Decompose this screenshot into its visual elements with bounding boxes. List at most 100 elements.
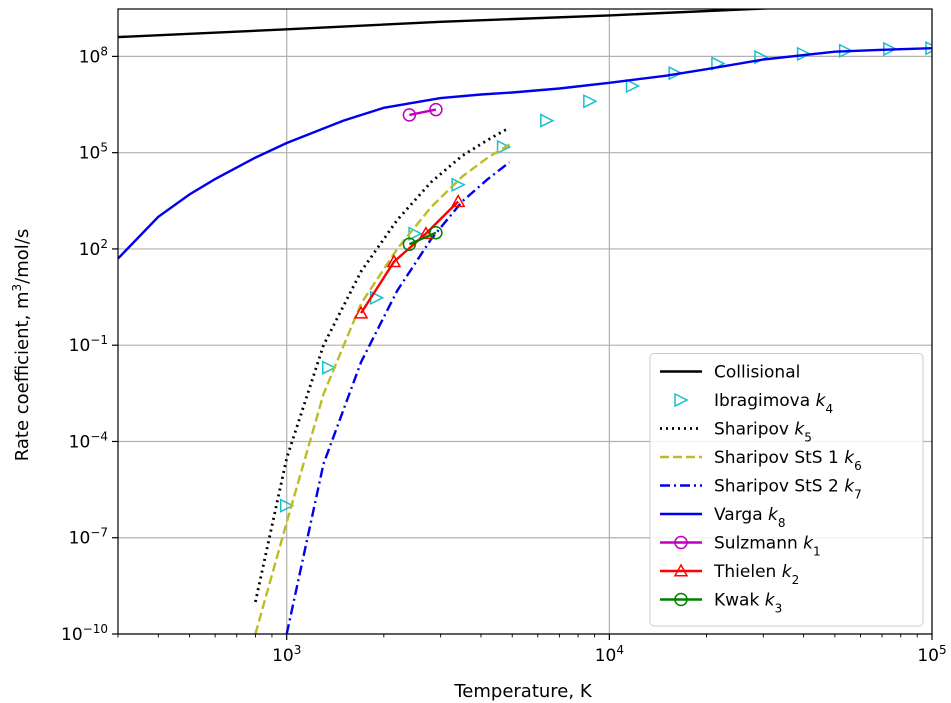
marker-triangle-right — [279, 498, 295, 513]
legend-label-name: Varga — [714, 505, 768, 525]
legend-label: Sharipov StS 1 k6 — [714, 448, 862, 473]
y-tick-label: 10−10 — [61, 622, 108, 645]
legend-label-k: k — [768, 505, 779, 525]
marker-triangle-right — [668, 65, 683, 81]
series-kwak-3 — [402, 225, 443, 251]
legend-label-k: k — [816, 391, 827, 411]
legend-label-name: Kwak — [714, 591, 765, 611]
marker-triangle-up — [386, 254, 402, 268]
marker-triangle-right — [674, 392, 689, 408]
legend-label: Kwak k3 — [714, 591, 782, 616]
y-tick-base: 10 — [69, 432, 91, 452]
marker-circle — [429, 225, 443, 240]
legend-label-name: Sharipov StS 1 — [714, 448, 844, 468]
legend-label: Sulzmann k1 — [714, 534, 821, 559]
marker-triangle-up — [353, 305, 369, 319]
x-tick-base: 10 — [272, 646, 294, 666]
series-sulzmann-1 — [402, 102, 443, 122]
x-tick-base: 10 — [595, 646, 617, 666]
y-tick-exp: −10 — [83, 622, 108, 636]
y-axis-label: Rate coefficient, m3/mol/s — [10, 229, 33, 462]
x-axis-ticks: 103 104 105 — [117, 634, 947, 666]
legend-label-sub: 8 — [778, 516, 786, 530]
marker-circle — [674, 592, 688, 607]
y-tick-label: 10−1 — [69, 333, 108, 356]
legend-label-k: k — [765, 591, 776, 611]
legend-label-name: Sharipov StS 2 — [714, 477, 844, 497]
x-tick-label: 103 — [272, 643, 301, 666]
legend-entry: Ibragimova k4 — [674, 391, 833, 416]
x-tick-exp: 3 — [294, 643, 302, 657]
y-tick-exp: −1 — [90, 333, 108, 347]
series-line — [408, 231, 437, 246]
y-tick-label: 10−7 — [69, 526, 108, 549]
series-varga-8 — [118, 47, 932, 260]
y-tick-label: 102 — [79, 237, 108, 260]
x-axis-label: Temperature, K — [453, 681, 592, 702]
marker-triangle-up — [450, 193, 466, 208]
marker-triangle-right — [625, 78, 641, 94]
legend-label-k: k — [844, 477, 855, 497]
series-line — [360, 200, 460, 314]
y-axis-label-suffix: /mol/s — [12, 229, 33, 284]
legend-label-sub: 2 — [792, 573, 800, 587]
legend-label-k: k — [803, 534, 814, 554]
marker-triangle-right — [796, 46, 812, 62]
legend-label-sub: 5 — [804, 431, 812, 445]
legend-entry: Collisional — [660, 363, 800, 383]
legend-label: Varga k8 — [714, 505, 786, 530]
y-tick-base: 10 — [69, 336, 91, 356]
legend-label-name: Collisional — [714, 363, 800, 383]
legend-entry: Sharipov StS 1 k6 — [660, 448, 862, 473]
y-tick-label: 105 — [79, 141, 108, 164]
marker-triangle-right — [583, 94, 598, 109]
series-line — [285, 161, 511, 634]
marker-triangle-right — [540, 113, 555, 128]
series-layer — [118, 9, 932, 634]
legend-label-sub: 6 — [854, 459, 862, 473]
y-tick-base: 10 — [79, 240, 101, 260]
series-thielen-2 — [353, 193, 466, 319]
plot-frame — [117, 8, 933, 635]
marker-circle — [674, 535, 688, 550]
legend-label-sub: 4 — [825, 402, 833, 416]
series-line — [254, 143, 511, 634]
y-tick-base: 10 — [69, 529, 91, 549]
x-tick-exp: 4 — [616, 643, 624, 657]
legend-entry: Sulzmann k1 — [660, 534, 821, 559]
y-tick-base: 10 — [79, 47, 101, 67]
y-tick-label: 10−4 — [69, 429, 108, 452]
x-tick-exp: 5 — [939, 643, 947, 657]
legend-label-name: Thielen — [713, 562, 782, 582]
legend-label: Ibragimova k4 — [714, 391, 833, 416]
series-sharipov-sts-1-6 — [254, 143, 511, 634]
legend-entry: Thielen k2 — [660, 562, 799, 587]
legend-label-name: Ibragimova — [714, 391, 816, 411]
series-line — [118, 47, 932, 260]
legend-label-k: k — [844, 448, 855, 468]
legend-label-k: k — [794, 420, 805, 440]
legend-label: Thielen k2 — [713, 562, 799, 587]
legend-label-sub: 1 — [813, 545, 821, 559]
marker-triangle-right — [496, 139, 512, 155]
series-line — [409, 108, 437, 117]
y-axis-label-prefix: Rate coefficient, m — [12, 291, 33, 461]
series-line — [254, 126, 511, 603]
legend-label: Collisional — [714, 363, 800, 383]
marker-circle — [402, 108, 417, 122]
series-collisional — [118, 9, 777, 39]
legend-label-k: k — [782, 562, 793, 582]
marker-circle — [402, 237, 417, 251]
series-sharipov-sts-2-7 — [285, 161, 511, 634]
marker-circle — [429, 102, 443, 117]
y-tick-label: 108 — [79, 44, 108, 67]
legend-label-name: Sharipov — [714, 420, 794, 440]
marker-triangle-up — [418, 226, 434, 240]
marker-triangle-up — [673, 563, 689, 577]
y-tick-exp: 2 — [100, 237, 108, 251]
series-sharipov-5 — [254, 126, 511, 603]
legend-label-sub: 7 — [854, 488, 862, 502]
x-tick-label: 104 — [595, 643, 624, 666]
legend-entry: Sharipov StS 2 k7 — [660, 477, 862, 502]
